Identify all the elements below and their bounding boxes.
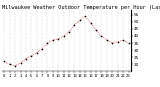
Text: Milwaukee Weather Outdoor Temperature per Hour (Last 24 Hours): Milwaukee Weather Outdoor Temperature pe… — [2, 5, 160, 10]
